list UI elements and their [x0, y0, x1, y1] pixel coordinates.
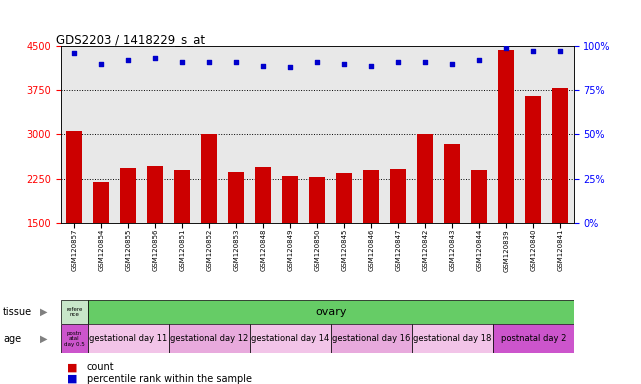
Bar [174, 170, 190, 311]
Point [528, 48, 538, 55]
Point [339, 61, 349, 67]
Point [312, 59, 322, 65]
Text: age: age [3, 334, 21, 344]
Point [231, 59, 242, 65]
Text: ▶: ▶ [40, 334, 47, 344]
Text: gestational day 11: gestational day 11 [89, 334, 167, 343]
Bar [525, 96, 541, 311]
Point [393, 59, 403, 65]
Point [177, 59, 187, 65]
Bar [309, 177, 326, 311]
Bar [363, 170, 379, 311]
Point [420, 59, 430, 65]
Bar [66, 131, 83, 311]
Bar [282, 176, 299, 311]
Bar [390, 169, 406, 311]
Point [501, 45, 512, 51]
Point [69, 50, 79, 56]
Point [474, 57, 485, 63]
Text: gestational day 18: gestational day 18 [413, 334, 492, 343]
Bar [94, 182, 110, 311]
Text: ▶: ▶ [40, 307, 47, 317]
Bar [147, 166, 163, 311]
Point [366, 63, 376, 69]
Bar [498, 50, 514, 311]
Bar [228, 172, 244, 311]
Bar [417, 134, 433, 311]
Bar [61, 324, 88, 353]
Bar [250, 324, 331, 353]
Text: gestational day 14: gestational day 14 [251, 334, 329, 343]
Text: ■: ■ [67, 362, 78, 372]
Point [285, 64, 296, 70]
Bar [412, 324, 493, 353]
Bar [121, 168, 137, 311]
Text: postn
atal
day 0.5: postn atal day 0.5 [64, 331, 85, 347]
Point [555, 48, 565, 55]
Bar [331, 324, 412, 353]
Bar [88, 324, 169, 353]
Point [204, 59, 215, 65]
Bar [336, 173, 353, 311]
Point [123, 57, 133, 63]
Bar [61, 300, 88, 324]
Point [258, 63, 269, 69]
Text: refere
nce: refere nce [66, 306, 83, 318]
Bar [444, 144, 460, 311]
Text: ovary: ovary [315, 307, 347, 317]
Text: postnatal day 2: postnatal day 2 [501, 334, 566, 343]
Text: gestational day 16: gestational day 16 [332, 334, 410, 343]
Text: ■: ■ [67, 374, 78, 384]
Point [150, 55, 160, 61]
Text: tissue: tissue [3, 307, 32, 317]
Bar [169, 324, 250, 353]
Text: percentile rank within the sample: percentile rank within the sample [87, 374, 251, 384]
Bar [493, 324, 574, 353]
Bar [552, 88, 569, 311]
Bar [201, 134, 217, 311]
Bar [471, 170, 487, 311]
Point [96, 61, 106, 67]
Point [447, 61, 458, 67]
Bar [255, 167, 271, 311]
Text: gestational day 12: gestational day 12 [171, 334, 249, 343]
Text: count: count [87, 362, 114, 372]
Text: GDS2203 / 1418229_s_at: GDS2203 / 1418229_s_at [56, 33, 205, 46]
